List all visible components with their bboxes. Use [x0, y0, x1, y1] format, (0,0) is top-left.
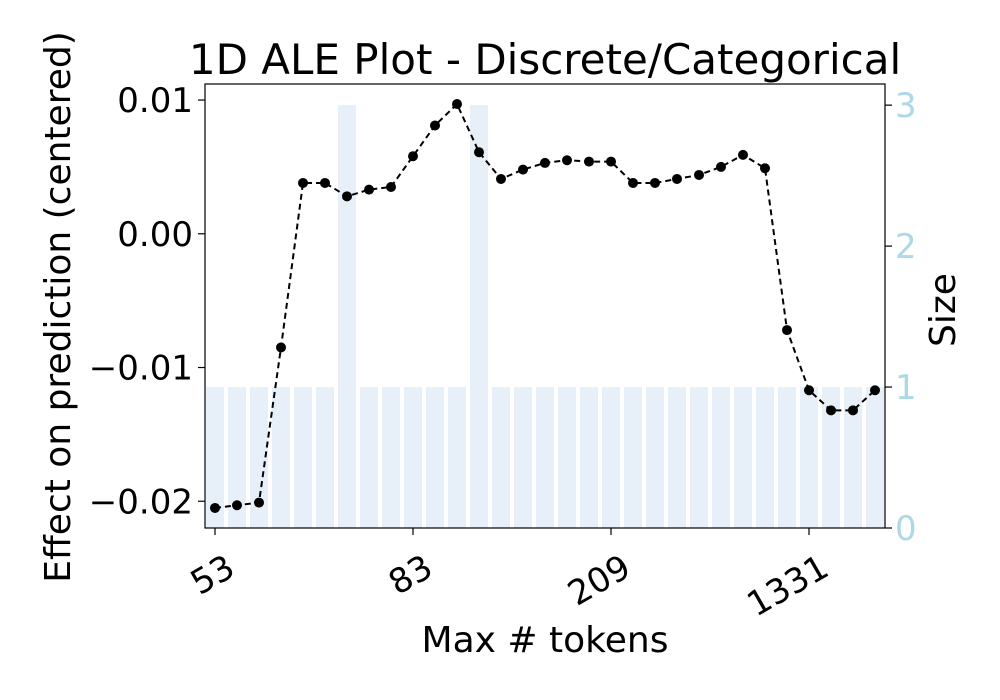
y-tick-label: −0.01 — [89, 349, 193, 389]
x-tick-label: 83 — [382, 547, 439, 603]
data-point — [672, 173, 682, 184]
chart-title: 1D ALE Plot - Discrete/Categorical — [189, 35, 901, 84]
data-point — [496, 173, 506, 184]
size-bars — [206, 105, 884, 529]
y2-tick-label: 3 — [895, 86, 917, 126]
size-bar — [382, 387, 400, 528]
y-axis-label: Effect on prediction (centered) — [38, 31, 79, 583]
data-point — [540, 157, 550, 168]
size-bar — [360, 387, 378, 528]
size-bar — [646, 387, 664, 528]
size-bar — [250, 387, 268, 528]
size-bar — [844, 387, 862, 528]
data-point — [606, 156, 616, 167]
size-bar — [668, 387, 686, 528]
data-point — [562, 155, 572, 166]
ale-series — [210, 99, 880, 513]
y2-axis-label: Size — [923, 273, 964, 347]
size-bar — [272, 387, 290, 528]
size-bar — [206, 387, 224, 528]
y-tick-label: 0.00 — [117, 215, 193, 255]
size-bar — [778, 387, 796, 528]
size-bar — [514, 387, 532, 528]
size-bar — [448, 387, 466, 528]
data-point — [232, 500, 242, 511]
size-bar — [492, 387, 510, 528]
size-bar — [602, 387, 620, 528]
data-point — [782, 325, 792, 336]
size-bar — [404, 387, 422, 528]
plot-frame — [204, 83, 886, 529]
y2-tick-label: 1 — [895, 368, 917, 408]
data-point — [738, 149, 748, 160]
data-point — [474, 147, 484, 158]
size-bar — [624, 387, 642, 528]
data-point — [210, 502, 220, 513]
data-point — [848, 405, 858, 416]
size-bar — [316, 387, 334, 528]
size-bar — [558, 387, 576, 528]
data-point — [408, 151, 418, 162]
size-bar — [426, 387, 444, 528]
size-bar — [756, 387, 774, 528]
x-axis-label: Max # tokens — [422, 620, 669, 661]
x-tick-label: 53 — [184, 547, 241, 603]
data-point — [694, 169, 704, 180]
size-bar — [228, 387, 246, 528]
size-bar — [580, 387, 598, 528]
size-bar — [536, 387, 554, 528]
size-bar — [822, 387, 840, 528]
data-point — [870, 385, 880, 396]
data-point — [716, 161, 726, 172]
size-bar — [712, 387, 730, 528]
size-bar — [866, 387, 884, 528]
data-point — [254, 497, 264, 508]
x-tick-label: 209 — [561, 547, 637, 614]
y-tick-label: 0.01 — [117, 81, 193, 121]
size-bar — [690, 387, 708, 528]
data-point — [452, 99, 462, 110]
size-bar — [338, 105, 356, 529]
data-point — [276, 342, 286, 353]
data-point — [320, 177, 330, 188]
size-bar — [734, 387, 752, 528]
data-point — [386, 181, 396, 192]
data-point — [760, 163, 770, 174]
x-tick-label: 1331 — [741, 547, 836, 625]
size-bar — [470, 105, 488, 529]
data-point — [804, 385, 814, 396]
data-point — [342, 191, 352, 202]
data-point — [826, 405, 836, 416]
size-bar — [800, 387, 818, 528]
y2-tick-label: 2 — [895, 227, 917, 267]
data-point — [518, 164, 528, 175]
y-tick-label: −0.02 — [89, 482, 193, 522]
data-point — [430, 120, 440, 131]
size-bar — [294, 387, 312, 528]
y2-tick-label: 0 — [895, 509, 917, 549]
data-point — [628, 177, 638, 188]
axes — [204, 83, 886, 529]
data-point — [364, 184, 374, 195]
data-point — [584, 156, 594, 167]
data-point — [650, 177, 660, 188]
data-point — [298, 177, 308, 188]
